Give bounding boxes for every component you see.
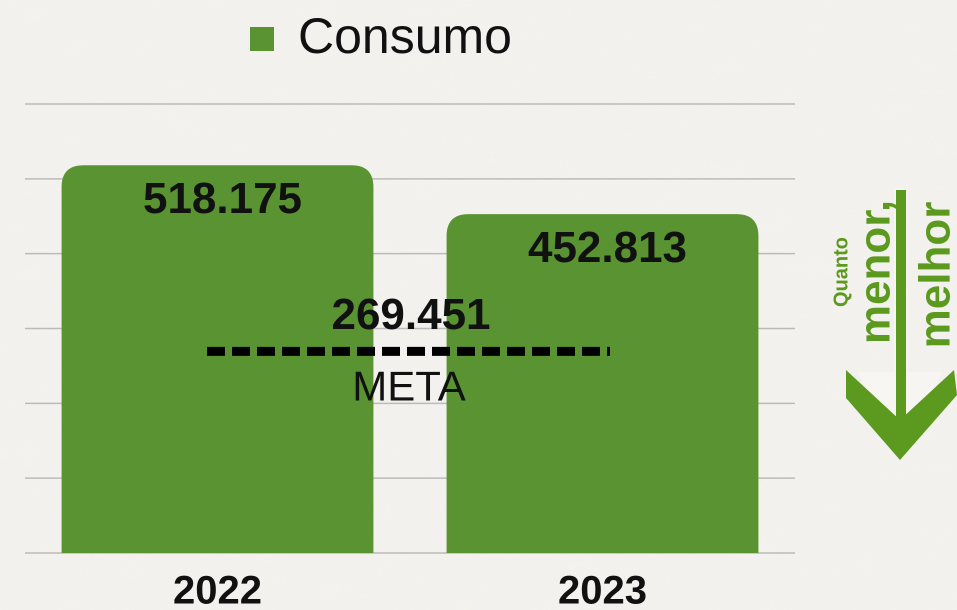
x-tick-label: 2023: [558, 569, 647, 610]
value-label: 518.175: [143, 174, 302, 223]
legend: Consumo: [250, 8, 512, 64]
target-text: META: [352, 362, 466, 409]
value-label: 452.813: [528, 223, 687, 272]
arrow-head: [846, 370, 957, 460]
annotation: Quanto menor, melhor: [830, 188, 957, 460]
bars: [61, 165, 759, 554]
annotation-text: menor,: [851, 200, 900, 344]
annotation-text: Quanto: [830, 237, 852, 307]
bar: [446, 214, 759, 553]
target-label: 269.451: [331, 290, 490, 339]
legend-label: Consumo: [298, 8, 512, 64]
annotation-text: melhor: [911, 202, 957, 349]
bar: [61, 165, 374, 554]
legend-swatch: [250, 27, 274, 51]
x-tick-label: 2022: [173, 569, 262, 610]
